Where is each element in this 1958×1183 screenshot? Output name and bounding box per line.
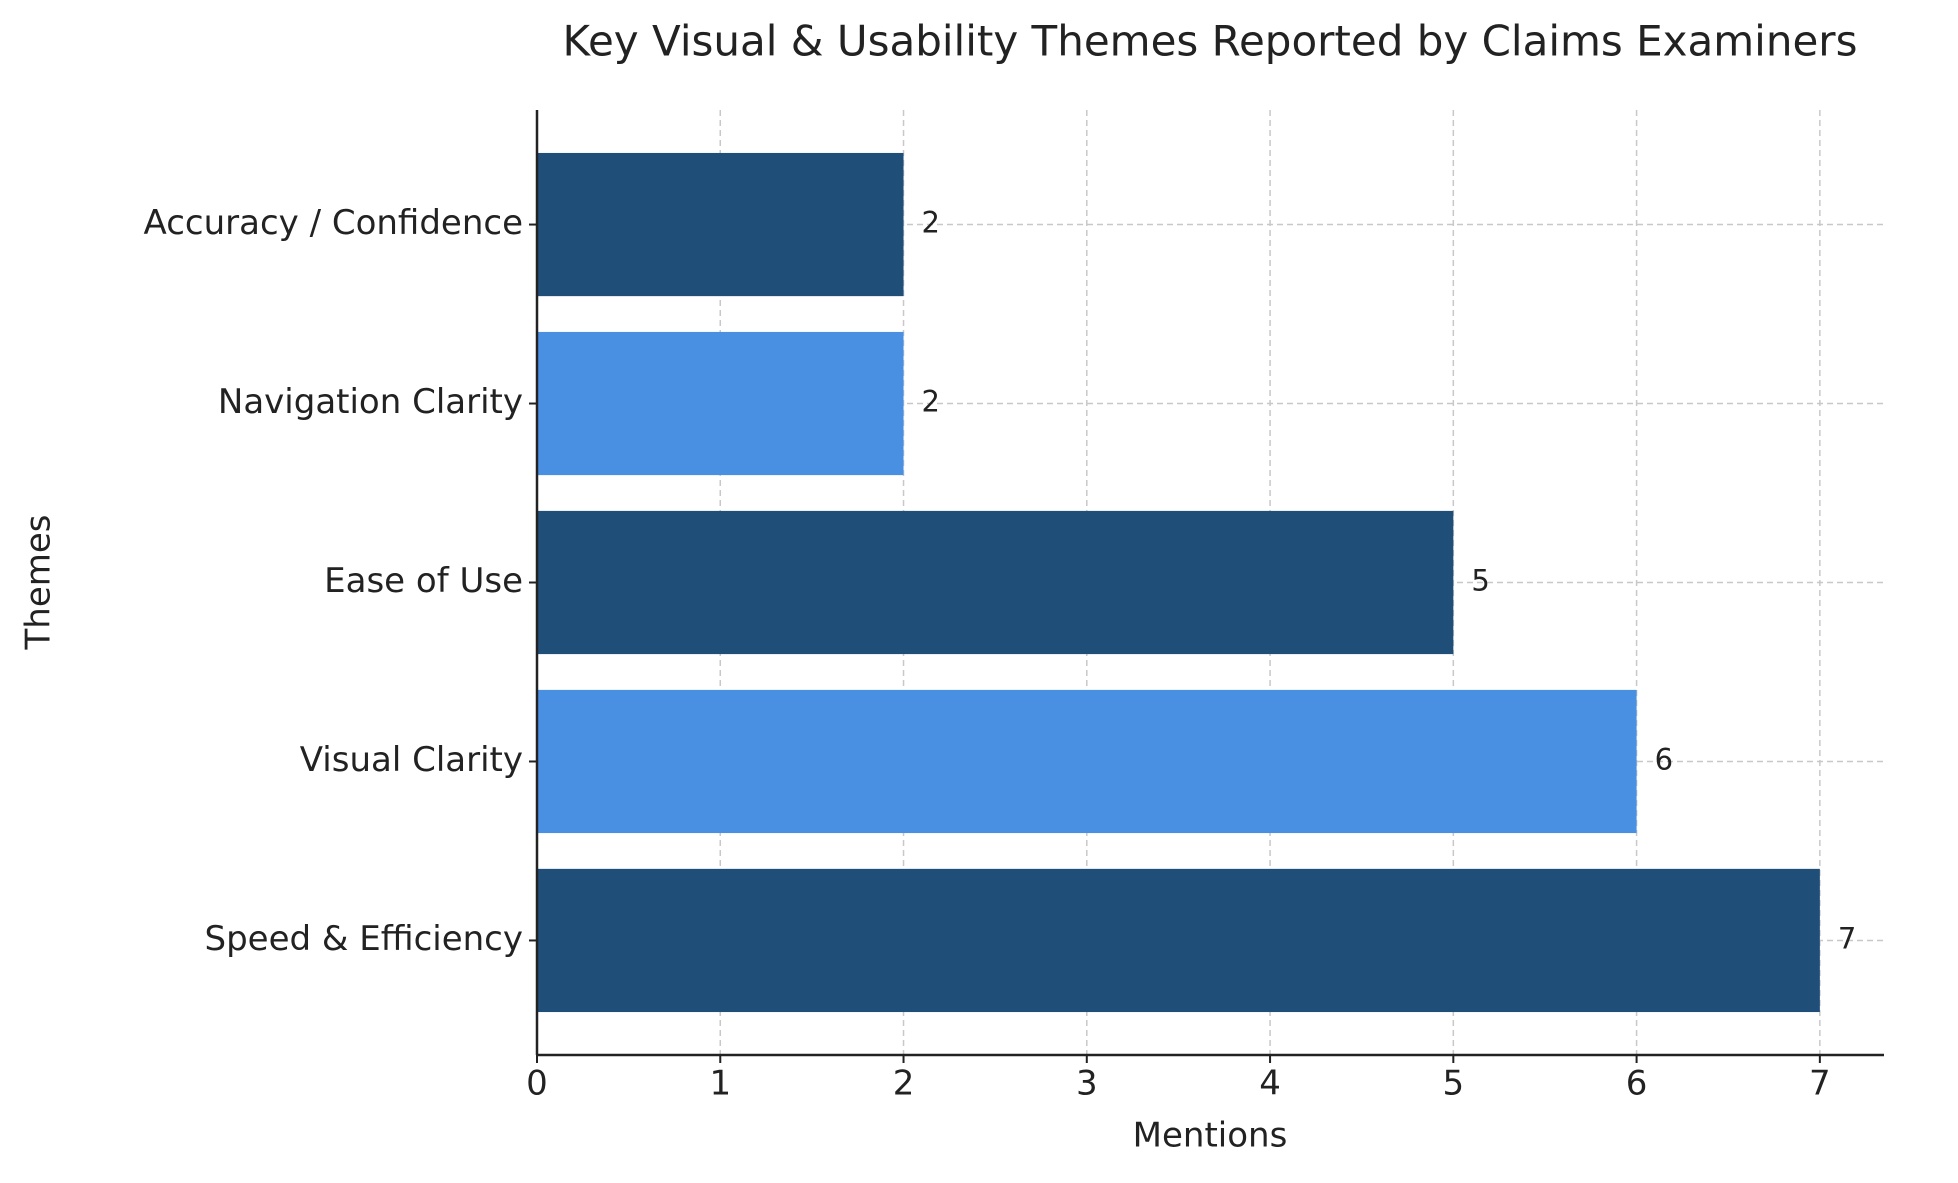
x-tick-label: 2 — [893, 1064, 915, 1104]
y-tick-label: Speed & Efficiency — [205, 919, 523, 959]
x-axis-label: Mentions — [1133, 1116, 1288, 1156]
x-tick-label: 7 — [1809, 1064, 1831, 1104]
bar — [537, 331, 904, 476]
x-tick-label: 0 — [526, 1064, 548, 1104]
chart-title: Key Visual & Usability Themes Reported b… — [563, 17, 1858, 66]
value-label: 7 — [1838, 921, 1856, 955]
x-tick-label: 3 — [1076, 1064, 1098, 1104]
bar — [537, 868, 1820, 1013]
y-tick-label: Ease of Use — [324, 561, 523, 601]
value-label: 5 — [1471, 564, 1489, 598]
y-tick-label: Accuracy / Confidence — [144, 203, 523, 243]
value-label: 6 — [1655, 742, 1673, 776]
bar — [537, 510, 1454, 655]
x-tick-label: 4 — [1259, 1064, 1281, 1104]
bar — [537, 152, 904, 297]
value-label: 2 — [922, 206, 940, 240]
x-tick-label: 6 — [1626, 1064, 1648, 1104]
y-axis-label: Themes — [19, 515, 59, 651]
bar — [537, 689, 1637, 834]
x-tick-label: 5 — [1443, 1064, 1465, 1104]
y-tick-label: Visual Clarity — [300, 740, 523, 780]
y-tick-label: Navigation Clarity — [218, 382, 523, 422]
value-label: 2 — [922, 385, 940, 419]
x-tick-label: 1 — [709, 1064, 731, 1104]
